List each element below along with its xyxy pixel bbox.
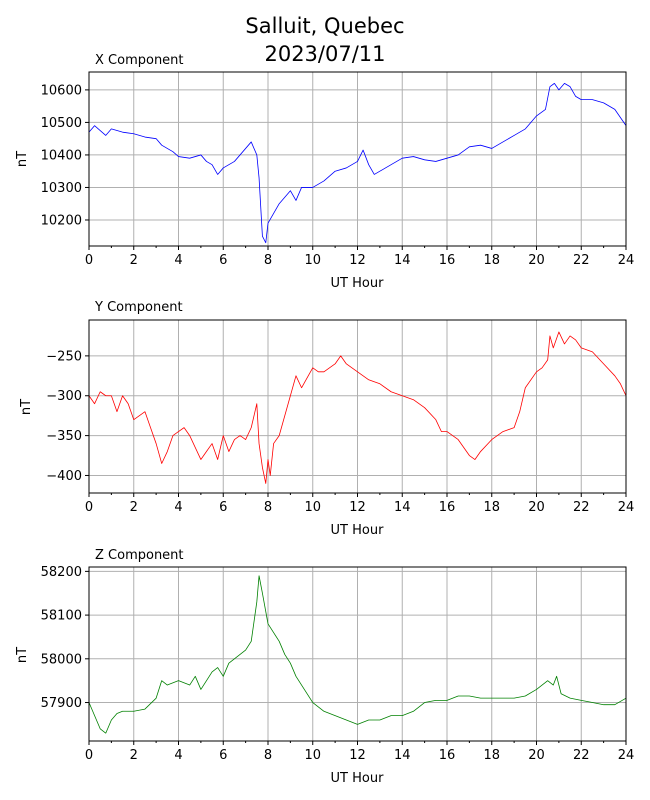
z-component-xtick-label: 16: [439, 748, 456, 763]
z-component-xtick-label: 20: [528, 748, 545, 763]
x-component-xtick-label: 0: [85, 253, 93, 268]
x-component-ytick-label: 10600: [41, 83, 82, 98]
x-component-xtick-label: 10: [304, 253, 321, 268]
y-component-xtick-label: 18: [483, 500, 500, 515]
x-component-axes-frame: [88, 71, 627, 247]
x-component-xtick-label: 8: [264, 253, 272, 268]
x-component-xtick-label: 2: [130, 253, 138, 268]
y-component-panel: Y Component UT Hour nT 0 2 4 6 8 10 12 14 16 18 20…: [19, 300, 634, 538]
z-component-xtick-label: 10: [304, 748, 321, 763]
z-component-xlabel: UT Hour: [331, 771, 385, 786]
z-component-xtick-label: 12: [349, 748, 366, 763]
y-component-xtick-label: 14: [394, 500, 411, 515]
y-component-ytick-label: −250: [46, 349, 82, 364]
x-component-xtick-label: 24: [618, 253, 635, 268]
x-component-ylabel: nT: [15, 151, 30, 167]
y-component-xlabel: UT Hour: [331, 523, 385, 538]
y-component-xtick-label: 6: [219, 500, 227, 515]
x-component-xtick-label: 18: [483, 253, 500, 268]
z-component-xtick-label: 18: [483, 748, 500, 763]
y-component-ytick-label: −400: [46, 469, 82, 484]
z-component-ytick-label: 58000: [41, 652, 82, 667]
figure-title-line2: 2023/07/11: [264, 42, 385, 66]
y-component-xtick-label: 10: [304, 500, 321, 515]
x-component-xtick-label: 16: [439, 253, 456, 268]
y-component-xtick-label: 22: [573, 500, 590, 515]
x-component-title: X Component: [95, 53, 184, 68]
x-component-xtick-label: 22: [573, 253, 590, 268]
y-component-ytick-label: −350: [46, 429, 82, 444]
z-component-title: Z Component: [95, 548, 184, 563]
x-component-ytick-label: 10400: [41, 148, 82, 163]
x-component-xtick-label: 20: [528, 253, 545, 268]
y-component-xtick-label: 2: [130, 500, 138, 515]
z-component-xtick-label: 14: [394, 748, 411, 763]
x-component-xtick-label: 4: [174, 253, 182, 268]
z-component-xtick-label: 2: [130, 748, 138, 763]
y-component-series-line: [88, 331, 627, 484]
x-component-ytick-label: 10200: [41, 213, 82, 228]
y-component-xtick-label: 24: [618, 500, 635, 515]
y-component-xtick-label: 4: [174, 500, 182, 515]
z-component-xtick-label: 24: [618, 748, 635, 763]
y-component-title: Y Component: [94, 300, 183, 315]
y-component-xtick-label: 12: [349, 500, 366, 515]
z-component-xtick-label: 4: [174, 748, 182, 763]
z-component-ytick-label: 57900: [41, 696, 82, 711]
y-component-xtick-label: 0: [85, 500, 93, 515]
z-component-ytick-label: 58200: [41, 565, 82, 580]
z-component-panel: Z Component UT Hour nT 0 2 4 6 8 10 12 14 16 18 20…: [15, 548, 634, 786]
x-component-xtick-label: 12: [349, 253, 366, 268]
z-component-series-line: [88, 575, 627, 734]
z-component-axes-frame: [88, 566, 627, 742]
y-component-xtick-label: 20: [528, 500, 545, 515]
y-component-ytick-label: −300: [46, 389, 82, 404]
y-component-xtick-label: 16: [439, 500, 456, 515]
x-component-series-line: [88, 82, 627, 244]
y-component-axes-frame: [88, 319, 627, 494]
z-component-xtick-label: 6: [219, 748, 227, 763]
x-component-xtick-label: 14: [394, 253, 411, 268]
x-component-ytick-label: 10300: [41, 181, 82, 196]
y-component-ylabel: nT: [19, 399, 34, 415]
z-component-ytick-label: 58100: [41, 609, 82, 624]
x-component-xlabel: UT Hour: [331, 276, 385, 291]
x-component-ytick-label: 10500: [41, 116, 82, 131]
figure-title-line1: Salluit, Quebec: [245, 14, 404, 38]
y-component-xtick-label: 8: [264, 500, 272, 515]
z-component-xtick-label: 22: [573, 748, 590, 763]
z-component-xtick-label: 8: [264, 748, 272, 763]
x-component-xtick-label: 6: [219, 253, 227, 268]
x-component-panel: X Component UT Hour nT 0 2 4 6 8 10 12 14 16 18 20…: [15, 53, 634, 291]
z-component-ylabel: nT: [15, 647, 30, 663]
z-component-xtick-label: 0: [85, 748, 93, 763]
